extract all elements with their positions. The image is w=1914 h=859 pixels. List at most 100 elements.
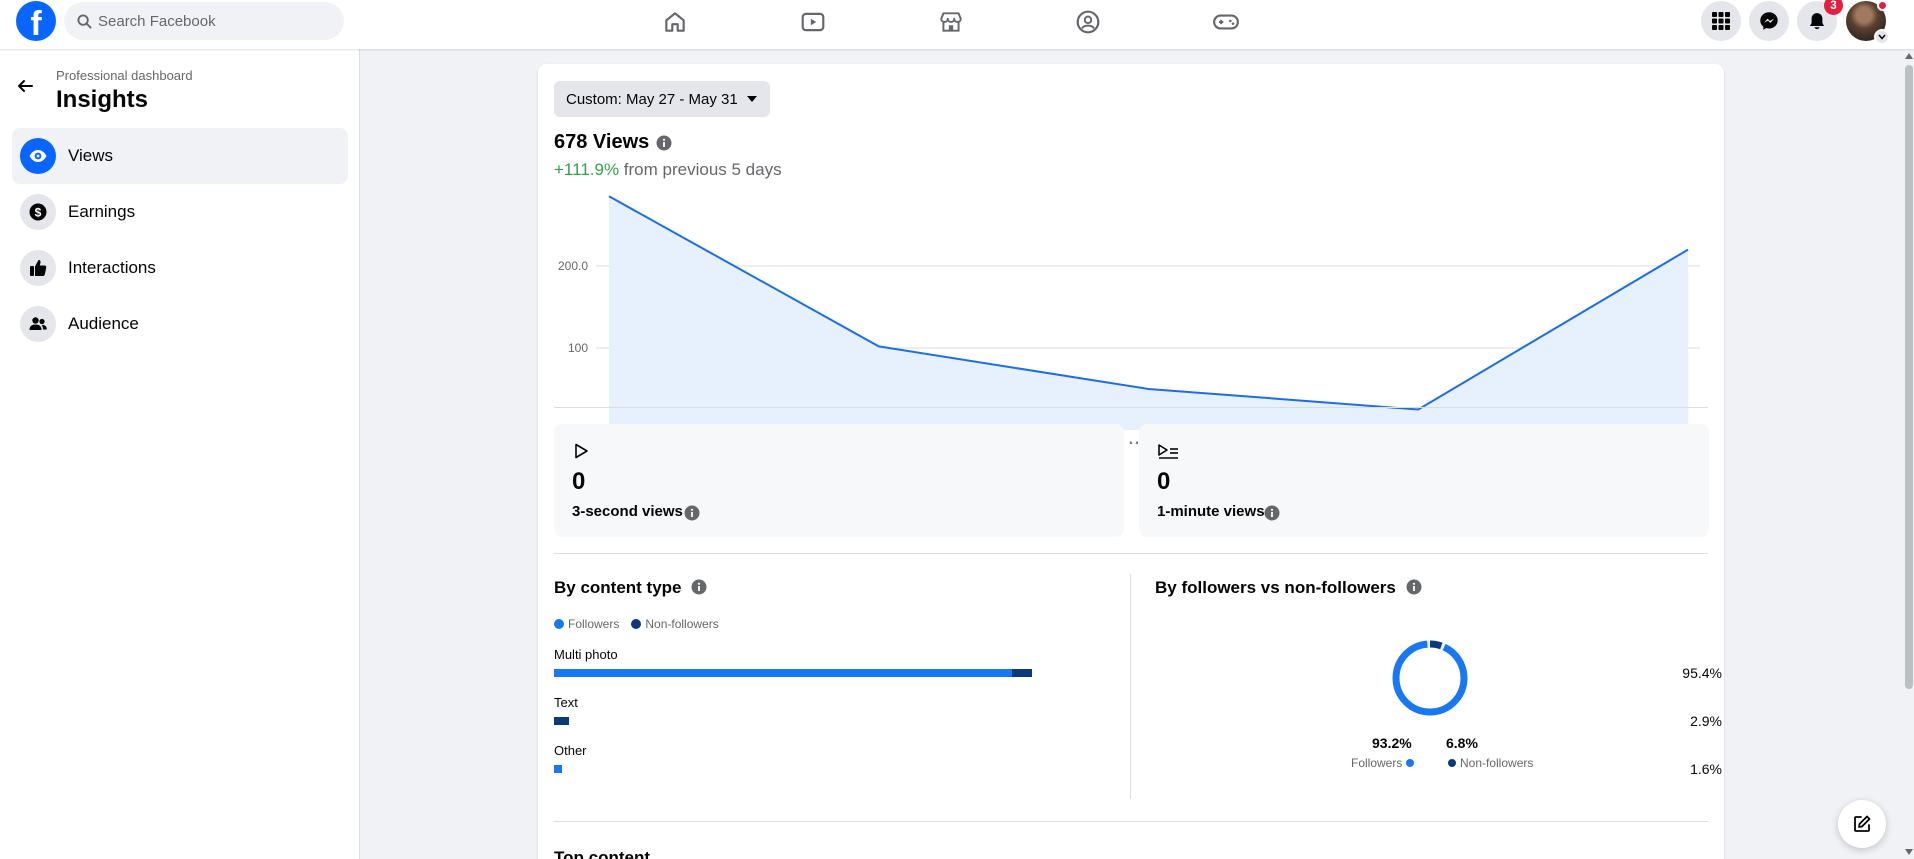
scroll-up-arrow-icon[interactable] xyxy=(1905,53,1913,59)
donut-non-followers-arc xyxy=(1392,640,1468,716)
section-title: By content type xyxy=(554,578,682,597)
grid-icon xyxy=(1712,12,1730,30)
dollar-icon: $ xyxy=(20,194,56,230)
play-icon xyxy=(575,443,588,459)
home-icon[interactable] xyxy=(619,4,731,40)
scroll-down-arrow-icon[interactable] xyxy=(1905,849,1913,855)
avatar-status-dot xyxy=(1877,0,1888,11)
stat-label: 1-minute views xyxy=(1157,503,1265,520)
non-followers-bar-segment xyxy=(554,717,569,725)
compose-button[interactable] xyxy=(1838,800,1886,848)
non-followers-dot xyxy=(1448,759,1456,767)
eye-icon xyxy=(20,138,56,174)
stat-label: 3-second views xyxy=(572,503,683,520)
page-scrollbar[interactable] xyxy=(1904,49,1914,859)
stat-value: 0 xyxy=(1157,468,1171,495)
search-icon xyxy=(77,14,92,29)
followers-dot xyxy=(554,619,564,629)
info-icon[interactable] xyxy=(684,505,700,521)
gaming-icon[interactable] xyxy=(1170,4,1282,40)
views-total: 678 Views xyxy=(554,131,650,153)
sidebar-item-audience[interactable]: Audience xyxy=(12,296,348,352)
content-type-bar xyxy=(554,717,569,725)
divider xyxy=(554,553,1708,554)
stat-3-second-views: 0 3-second views xyxy=(554,424,1124,537)
avatar[interactable] xyxy=(1846,0,1890,45)
sidebar-item-label: Audience xyxy=(68,314,139,333)
divider xyxy=(554,407,1708,408)
non-followers-dot xyxy=(631,619,642,629)
notifications-button[interactable]: 3 xyxy=(1797,0,1843,41)
views-change: +111.9% from previous 5 days xyxy=(554,160,782,180)
legend-label: Followers xyxy=(568,617,620,631)
sidebar: Professional dashboard Insights Views $ … xyxy=(0,49,360,859)
change-percent: +111.9% xyxy=(554,160,620,179)
sidebar-item-label: Interactions xyxy=(68,258,156,277)
edit-icon xyxy=(1854,815,1871,832)
change-text: from previous 5 days xyxy=(623,160,782,179)
dashboard-subtitle: Professional dashboard xyxy=(56,68,193,83)
legend-label: Non-followers xyxy=(1460,756,1534,770)
top-navigation-bar: f 3 xyxy=(0,0,1914,49)
search-input[interactable] xyxy=(98,2,334,40)
legend-non-followers: Non-followers xyxy=(631,617,719,631)
legend-label: Followers xyxy=(1351,756,1403,770)
top-content-title: Top content xyxy=(554,848,650,859)
info-icon[interactable] xyxy=(1264,505,1280,521)
followers-percent: 93.2% xyxy=(1372,735,1412,751)
followers-donut-chart xyxy=(1392,640,1468,716)
divider xyxy=(554,821,1708,822)
video-icon[interactable] xyxy=(757,4,869,40)
non-followers-percent: 6.8% xyxy=(1446,735,1478,751)
section-title: By followers vs non-followers xyxy=(1155,578,1396,597)
chart-line xyxy=(608,195,1689,411)
sidebar-item-views[interactable]: Views xyxy=(12,128,348,184)
followers-legend: Followers xyxy=(1351,756,1415,770)
legend-label: Non-followers xyxy=(645,617,719,631)
y-tick-label: 100 xyxy=(568,341,588,355)
chart-area xyxy=(609,196,1688,430)
sidebar-item-label: Views xyxy=(68,146,114,165)
marketplace-icon[interactable] xyxy=(895,4,1007,40)
info-icon[interactable] xyxy=(1406,579,1422,595)
section-divider xyxy=(1130,574,1131,799)
back-button[interactable] xyxy=(12,73,38,99)
bell-icon xyxy=(1809,13,1825,30)
search-box[interactable] xyxy=(64,2,344,40)
sidebar-item-earnings[interactable]: $ Earnings xyxy=(12,184,348,240)
caret-down-icon xyxy=(746,96,757,102)
groups-icon[interactable] xyxy=(1032,4,1144,40)
date-range-button[interactable]: Custom: May 27 - May 31 xyxy=(554,81,770,117)
scrollbar-thumb[interactable] xyxy=(1905,65,1913,689)
info-icon[interactable] xyxy=(691,579,707,595)
content-type-bar xyxy=(554,669,1032,677)
notification-badge: 3 xyxy=(1824,0,1843,15)
sidebar-item-interactions[interactable]: Interactions xyxy=(12,240,348,296)
legend-followers: Followers xyxy=(554,617,619,631)
content-type-legend: Followers Non-followers xyxy=(554,617,719,631)
views-card: Custom: May 27 - May 31 678 Views +111.9… xyxy=(538,64,1724,859)
y-tick-label: 200.0 xyxy=(558,259,588,273)
messenger-icon xyxy=(1760,12,1778,30)
donut-followers-arc xyxy=(1392,640,1468,716)
date-range-label: Custom: May 27 - May 31 xyxy=(566,90,738,108)
followers-dot xyxy=(1406,759,1415,767)
non-followers-legend: Non-followers xyxy=(1448,756,1533,770)
content-type-label: Other xyxy=(554,743,587,758)
messenger-button[interactable] xyxy=(1749,1,1789,41)
facebook-logo[interactable]: f xyxy=(16,1,56,41)
menu-grid-button[interactable] xyxy=(1701,1,1741,41)
content-type-section: By content type xyxy=(554,578,707,598)
thumbs-up-icon xyxy=(20,250,56,286)
stat-value: 0 xyxy=(572,468,586,495)
sidebar-item-label: Earnings xyxy=(68,202,136,221)
stat-1-minute-views: 0 1-minute views xyxy=(1139,424,1709,537)
content-type-bar xyxy=(554,765,562,773)
followers-bar-segment xyxy=(554,765,562,773)
chevron-down-icon[interactable] xyxy=(1874,29,1890,45)
followers-split-section: By followers vs non-followers xyxy=(1155,578,1422,598)
content-type-percent: 1.6% xyxy=(1690,761,1722,777)
info-icon[interactable] xyxy=(656,135,672,151)
non-followers-bar-segment xyxy=(1012,669,1032,677)
